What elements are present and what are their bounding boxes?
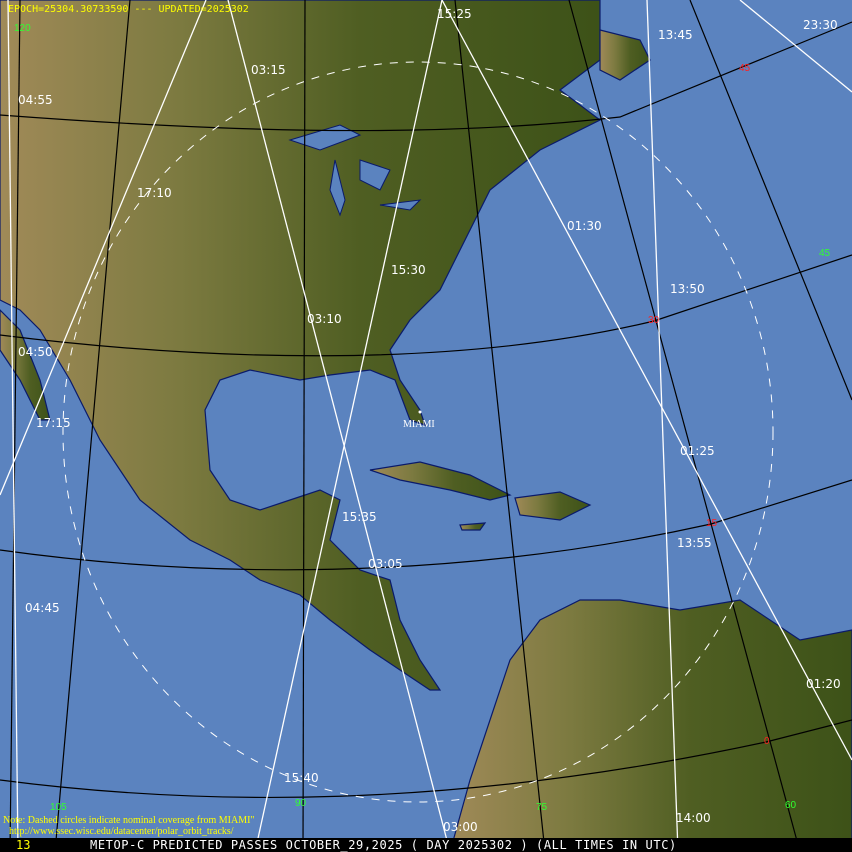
- pass-time: 01:25: [680, 444, 715, 458]
- longitude-label: 45: [819, 248, 831, 259]
- south-america: [449, 599, 852, 852]
- orbit-track-17: [0, 0, 207, 496]
- pass-time: 03:10: [307, 312, 342, 326]
- orbit-track-15: [254, 0, 443, 852]
- pass-time: 15:30: [391, 263, 426, 277]
- coverage-circle-miami: [62, 61, 774, 803]
- pass-time: 15:25: [437, 7, 472, 21]
- newfoundland: [599, 29, 651, 81]
- longitude-label: 60: [785, 800, 797, 811]
- orbit-track-01: [441, 0, 852, 761]
- miami-station-marker: [418, 410, 422, 414]
- latitude-label: 15: [706, 518, 718, 529]
- footer-title: METOP-C PREDICTED PASSES OCTOBER_29,2025…: [90, 838, 677, 852]
- station-label: MIAMI: [403, 419, 435, 430]
- pass-time: 03:15: [251, 63, 286, 77]
- orbit-track-04: [7, 0, 19, 852]
- epoch-header: EPOCH=25304.30733590 --- UPDATED=2025302: [8, 4, 249, 15]
- pass-time: 15:35: [342, 510, 377, 524]
- jamaica: [459, 522, 487, 531]
- hispaniola: [514, 491, 592, 521]
- latitude-label: 0: [764, 736, 770, 747]
- latitude-label: 45: [739, 63, 751, 74]
- orbit-track-03: [227, 0, 451, 852]
- pass-time: 04:45: [25, 601, 60, 615]
- footer-corner-number: 13: [16, 838, 31, 852]
- pass-time: 04:55: [18, 93, 53, 107]
- pass-time: 01:30: [567, 219, 602, 233]
- footer-bar: 13 METOP-C PREDICTED PASSES OCTOBER_29,2…: [0, 838, 852, 852]
- pass-time: 13:55: [677, 536, 712, 550]
- pass-time: 03:00: [443, 820, 478, 834]
- pass-time: 03:05: [368, 557, 403, 571]
- longitude-label: 75: [536, 802, 548, 813]
- pass-time: 14:00: [676, 811, 711, 825]
- pass-time: 13:45: [658, 28, 693, 42]
- pass-time: 15:40: [284, 771, 319, 785]
- pass-time: 01:20: [806, 677, 841, 691]
- longitude-label: 105: [50, 802, 67, 813]
- pass-time: 23:30: [803, 18, 838, 32]
- latitude-label: 30: [648, 315, 660, 326]
- pass-time: 17:15: [36, 416, 71, 430]
- pass-time: 04:50: [18, 345, 53, 359]
- pass-time: 13:50: [670, 282, 705, 296]
- longitude-label: 90: [295, 798, 307, 809]
- coverage-note: Note: Dashed circles indicate nominal co…: [3, 815, 255, 826]
- north-america: [0, 0, 602, 691]
- source-url[interactable]: http://www.ssec.wisc.edu/datacenter/pola…: [9, 826, 234, 837]
- orbit-track-13: [646, 0, 679, 852]
- cuba: [369, 461, 512, 501]
- longitude-label: 120: [14, 23, 31, 34]
- orbit-track-23: [739, 0, 852, 93]
- pass-time: 17:10: [137, 186, 172, 200]
